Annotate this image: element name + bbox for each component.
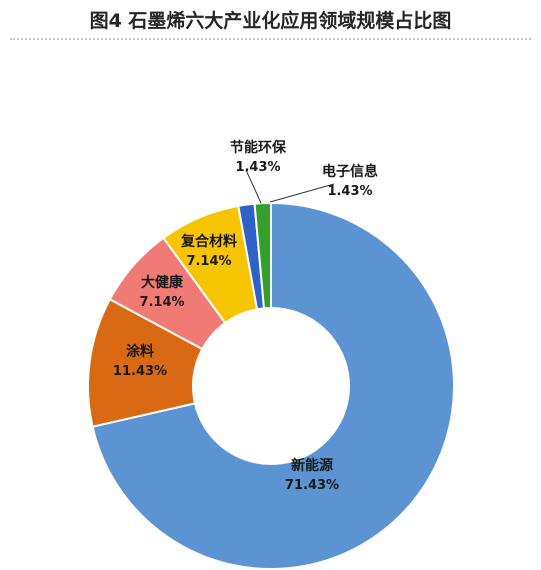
slice-electronics: [253, 201, 272, 310]
slice-percent-label: 71.43%: [285, 478, 339, 493]
slice-name-label: 大健康: [141, 274, 184, 291]
chart-title: 图4 石墨烯六大产业化应用领域规模占比图: [89, 10, 452, 32]
label-new-energy: 新能源 71.43%: [285, 457, 339, 493]
slice-group: [87, 201, 455, 570]
leader-line: [245, 169, 262, 204]
slice-percent-label: 11.43%: [113, 364, 167, 379]
label-electronics: 电子信息 1.43%: [322, 163, 378, 199]
slice-name-label: 节能环保: [230, 139, 287, 156]
slice-name-label: 新能源: [291, 457, 333, 474]
slice-labels: 新能源71.43%涂料11.43%大健康7.14%复合材料7.14%节能环保1.…: [113, 139, 378, 493]
slice-percent-label: 7.14%: [186, 254, 231, 269]
title-divider: [10, 38, 531, 40]
slice-new-energy: [91, 201, 455, 570]
label-energy-saving: 节能环保 1.43%: [230, 139, 287, 175]
slice-name-label: 复合材料: [180, 233, 237, 250]
slice-percent-label: 7.14%: [139, 295, 184, 310]
slice-percent-label: 1.43%: [235, 160, 280, 175]
slice-name-label: 涂料: [126, 343, 154, 360]
label-composites: 复合材料 7.14%: [180, 233, 237, 269]
label-coating: 涂料 11.43%: [113, 343, 167, 379]
leader-line: [269, 183, 335, 203]
leader-lines: [245, 169, 335, 204]
label-health: 大健康 7.14%: [139, 274, 184, 310]
slice-percent-label: 1.43%: [327, 184, 372, 199]
slice-name-label: 电子信息: [322, 163, 378, 180]
